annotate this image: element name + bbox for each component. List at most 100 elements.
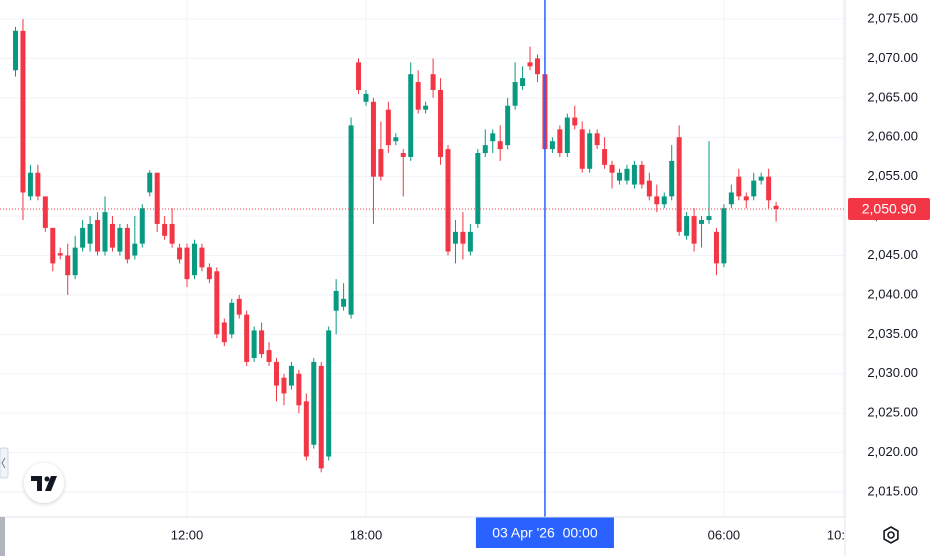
candle-body (95, 220, 101, 252)
candle-body (184, 247, 190, 280)
candle-body (676, 137, 682, 232)
x-tick-label: 06:00 (708, 527, 741, 542)
candle-body (602, 149, 608, 165)
candle-body (147, 172, 153, 193)
candle-body (646, 180, 652, 197)
candle-body (415, 82, 421, 110)
candle-body (154, 172, 160, 224)
candle-body (587, 133, 593, 169)
y-tick-label: 2,040.00 (867, 286, 918, 301)
candle-body (35, 172, 41, 197)
candle-body (758, 176, 764, 181)
x-axis: 12:00 18:00 06:00 10:00 (171, 527, 860, 542)
candle-body (57, 253, 63, 256)
candle-body (132, 243, 138, 256)
candle-body (624, 168, 630, 181)
candle-body (87, 223, 93, 244)
candle-body (490, 133, 496, 142)
y-tick-label: 2,020.00 (867, 444, 918, 459)
y-tick-label: 2,055.00 (867, 168, 918, 183)
candle-body (400, 153, 406, 157)
scroll-button[interactable] (0, 447, 9, 479)
candle-body (251, 330, 257, 358)
candle-body (303, 401, 309, 457)
candle-body (65, 255, 71, 276)
candle-body (706, 216, 712, 221)
y-tick-label: 2,065.00 (867, 89, 918, 104)
x-tick-label: 18:00 (350, 527, 383, 542)
candle-body (288, 365, 294, 386)
candle-body (438, 89, 444, 157)
settings-button[interactable] (883, 526, 899, 544)
candle-body (117, 227, 123, 252)
candle-body (512, 82, 518, 106)
candle-body (229, 302, 235, 335)
last-price-badge (848, 197, 930, 220)
candle-body (751, 180, 757, 197)
y-tick-label: 2,060.00 (867, 129, 918, 144)
candle-body (296, 373, 302, 406)
candle-body (639, 164, 645, 185)
y-tick-label: 2,015.00 (867, 483, 918, 498)
candles (0, 0, 845, 517)
candle-body (393, 137, 399, 142)
candle-body (736, 176, 742, 197)
candle-body (572, 117, 578, 126)
candle-body (482, 145, 488, 154)
candle-body (684, 216, 690, 236)
candle-body (594, 133, 600, 146)
candle-body (27, 172, 33, 197)
candle-body (713, 231, 719, 264)
candle-body (177, 247, 183, 260)
candle-body (162, 223, 168, 236)
candle-body (109, 223, 115, 248)
logo-dot (44, 476, 50, 482)
candle-body (50, 227, 56, 264)
candle-body (42, 196, 48, 228)
candle-body (773, 205, 779, 209)
candle-body (549, 141, 555, 150)
candle-body (363, 93, 369, 102)
candle-body (609, 164, 615, 173)
candle-body (266, 350, 272, 362)
crosshair-badge (475, 517, 614, 548)
logo-badge[interactable] (24, 463, 64, 503)
candle-body (124, 227, 130, 260)
y-tick-label: 2,045.00 (867, 247, 918, 262)
candle-body (527, 62, 533, 67)
candle-body (341, 298, 347, 307)
candle-body (385, 109, 391, 146)
candle-body (661, 196, 667, 205)
candle-body (221, 322, 227, 343)
candle-body (13, 30, 19, 71)
candle-body (378, 149, 384, 177)
candle-body (318, 365, 324, 469)
candle-body (669, 160, 675, 197)
candle-body (333, 290, 339, 311)
last-price-label: 2,050.90 (862, 201, 917, 217)
candle-body (430, 74, 436, 90)
candle-body (408, 74, 414, 157)
candle-body (326, 330, 332, 457)
axes: 2,015.00 2,020.00 2,025.00 2,030.00 2,035.00… (171, 10, 930, 548)
scroll-arrow (1, 457, 6, 469)
candle-body (199, 247, 205, 268)
candle-body (475, 153, 481, 224)
candle-body (214, 271, 220, 335)
candle-body (766, 176, 772, 201)
tradingview-logo[interactable] (24, 463, 64, 503)
candle-body (273, 361, 279, 386)
x-tick-label: 10:00 (827, 527, 860, 542)
candle-body (102, 212, 108, 252)
candle-body (467, 231, 473, 252)
settings-icon[interactable] (883, 526, 899, 544)
candle-body (691, 216, 697, 244)
y-tick-label: 2,025.00 (867, 405, 918, 420)
candle-body (244, 314, 250, 362)
candle-body (348, 125, 354, 315)
y-tick-label: 2,035.00 (867, 326, 918, 341)
candle-body (311, 361, 317, 445)
candle-body (497, 141, 503, 150)
candle-body (139, 208, 145, 244)
logo-mark (45, 476, 57, 491)
